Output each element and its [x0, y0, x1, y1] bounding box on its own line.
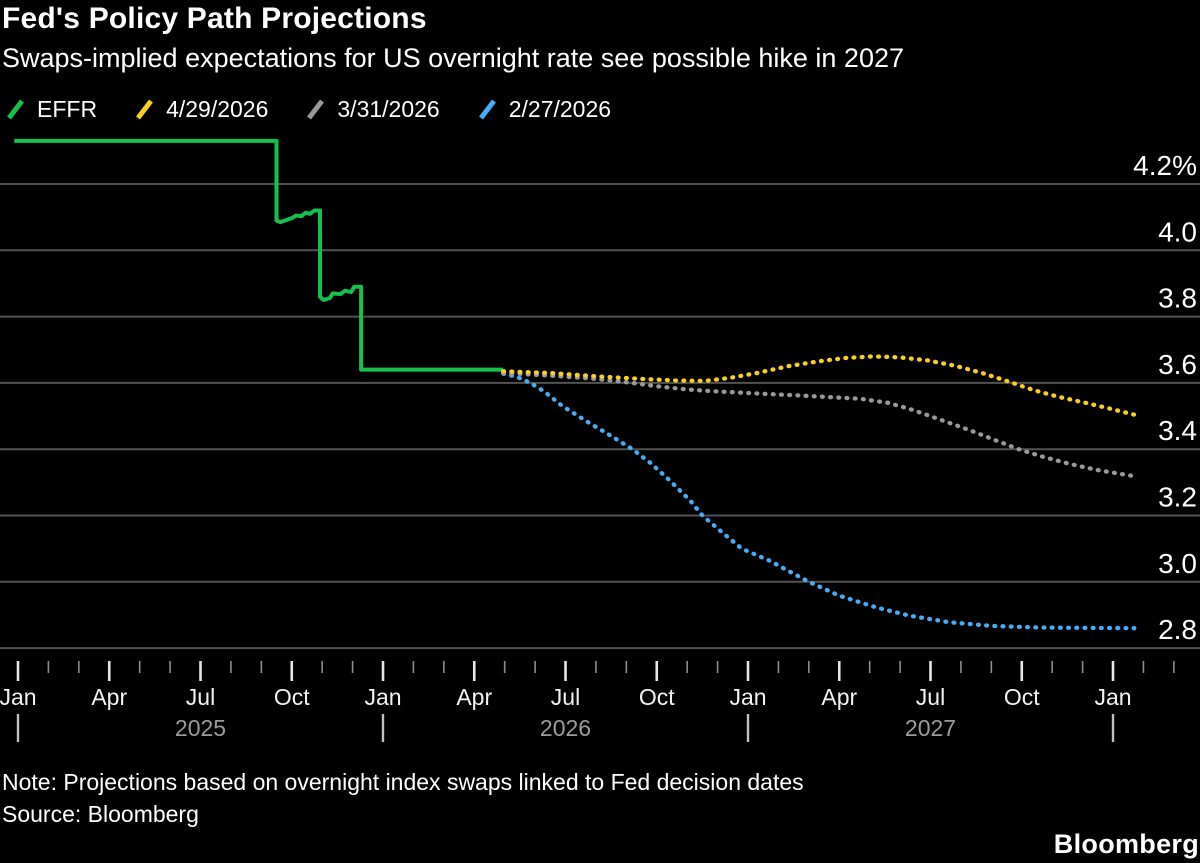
x-axis-month-label: Jan — [1094, 684, 1131, 710]
legend-item-effr: EFFR — [6, 96, 97, 123]
y-axis-label: 4.2% — [1133, 150, 1197, 181]
legend: EFFR 4/29/2026 3/31/2026 2/27/2026 — [6, 96, 611, 123]
x-axis-month-label: Jul — [551, 684, 580, 710]
y-axis-label: 4.0 — [1158, 216, 1197, 247]
page-title: Fed's Policy Path Projections — [2, 2, 427, 35]
y-axis-label: 3.2 — [1158, 482, 1197, 513]
x-axis-month-label: Jan — [364, 684, 401, 710]
y-axis-label: 3.6 — [1158, 349, 1197, 380]
bloomberg-logo: Bloomberg — [1053, 829, 1199, 859]
legend-item-4-29-2026: 4/29/2026 — [135, 96, 268, 123]
x-axis-month-label: Apr — [821, 684, 857, 710]
y-axis-label: 3.4 — [1158, 415, 1197, 446]
legend-label: 4/29/2026 — [166, 96, 269, 122]
series-effr — [14, 138, 504, 372]
legend-slash-icon — [136, 98, 154, 120]
x-axis-month-label: Jan — [729, 684, 766, 710]
x-axis-month-label: Apr — [91, 684, 127, 710]
x-axis-month-label: Apr — [456, 684, 492, 710]
y-axis-label: 3.0 — [1158, 548, 1197, 579]
footnote: Note: Projections based on overnight ind… — [2, 769, 804, 795]
x-axis-month-label: Jan — [0, 684, 37, 710]
chart-subtitle: Swaps-implied expectations for US overni… — [2, 43, 904, 73]
x-axis-year-label: 2027 — [905, 715, 956, 741]
legend-slash-icon — [7, 98, 24, 120]
x-axis-year-label: 2026 — [540, 715, 591, 741]
x-axis-month-label: Oct — [274, 684, 310, 710]
legend-slash-icon — [307, 98, 325, 120]
legend-label: EFFR — [37, 96, 98, 122]
source-label: Source: Bloomberg — [2, 801, 199, 827]
x-axis-year-label: 2025 — [175, 715, 226, 741]
legend-item-2-27-2026: 2/27/2026 — [478, 96, 611, 123]
legend-label: 2/27/2026 — [508, 96, 612, 122]
legend-slash-icon — [478, 98, 496, 120]
x-axis-month-label: Jul — [916, 684, 945, 710]
x-axis-month-label: Oct — [639, 684, 675, 710]
series-3-31-2026 — [501, 370, 1134, 478]
legend-item-3-31-2026: 3/31/2026 — [306, 96, 440, 123]
series-4-29-2026 — [501, 354, 1140, 418]
x-axis-month-label: Jul — [186, 684, 215, 710]
x-axis-month-label: Oct — [1004, 684, 1040, 710]
series-2-27-2026 — [501, 371, 1137, 631]
legend-label: 3/31/2026 — [337, 96, 440, 122]
y-axis-label: 3.8 — [1158, 283, 1197, 314]
y-axis-label: 2.8 — [1158, 614, 1197, 645]
